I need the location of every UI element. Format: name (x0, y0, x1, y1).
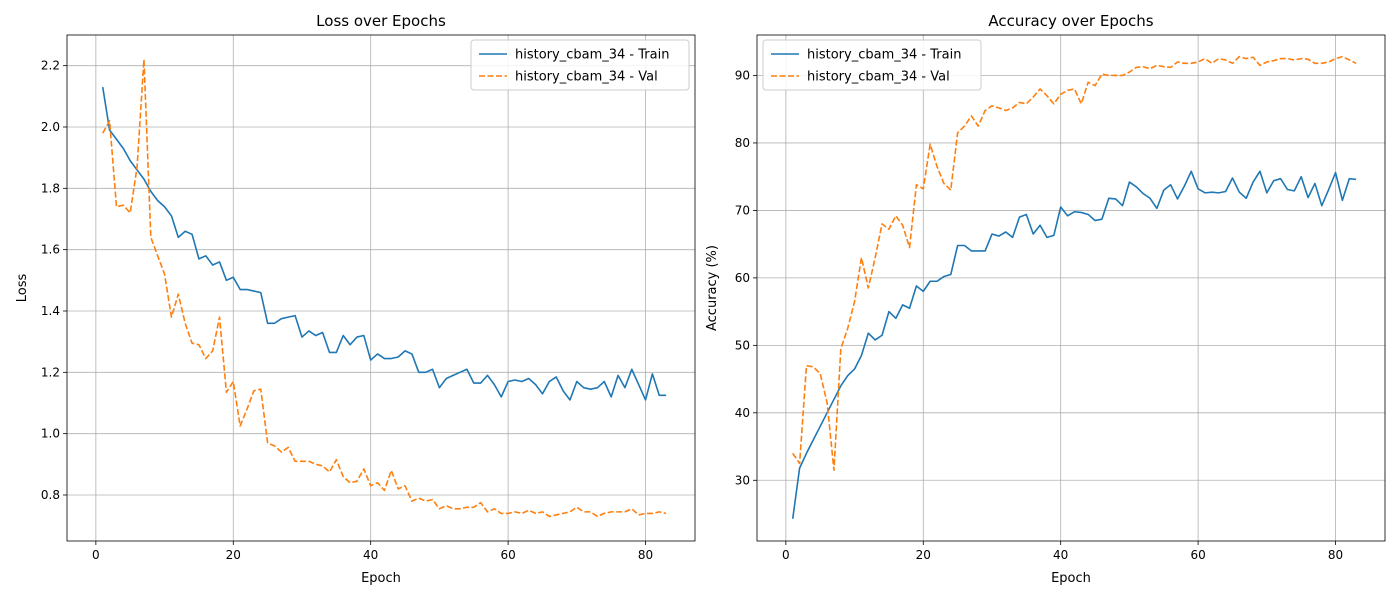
x-tick-label: 80 (638, 548, 653, 562)
chart-1: 0 20 40 60 80 0.8 1.0 1.2 1.4 1.6 1.8 2.0 2.2 Loss ov… (15, 12, 696, 586)
x-tick-label: 60 (500, 548, 515, 562)
y-tick-label: 60 (735, 271, 750, 285)
x-tick-label: 80 (1328, 548, 1343, 562)
plot-frame (756, 34, 1386, 542)
legend-label-val: history_cbam_34 - Val (807, 70, 950, 85)
series-line-train (101, 87, 667, 401)
y-axis-label: Loss (15, 274, 30, 303)
y-tick-label: 40 (735, 406, 750, 420)
y-tick-label: 80 (735, 136, 750, 150)
series-lines (101, 58, 667, 518)
legend-label-val: history_cbam_34 - Val (515, 70, 658, 85)
legend: history_cbam_34 - Train history_cbam_34 -… (762, 39, 982, 91)
x-tick-label: 20 (916, 548, 931, 562)
legend: history_cbam_34 - Train history_cbam_34 -… (470, 39, 690, 91)
y-tick-label: 1.4 (41, 304, 60, 318)
y-tick-label: 1.2 (41, 365, 60, 379)
x-tick-label: 40 (1053, 548, 1068, 562)
x-axis-label: Epoch (361, 571, 401, 586)
y-tick-label: 90 (735, 68, 750, 82)
legend-box (762, 39, 982, 91)
series-line-val (102, 58, 667, 518)
y-tick-label: 1.8 (41, 181, 60, 195)
x-tick-label: 40 (363, 548, 378, 562)
x-tick-label: 0 (92, 548, 100, 562)
x-tick-label: 60 (1190, 548, 1205, 562)
x-tick-label: 0 (782, 548, 790, 562)
legend-label-train: history_cbam_34 - Train (515, 48, 669, 63)
y-axis-label: Accuracy (%) (705, 245, 720, 331)
x-axis-label: Epoch (1051, 571, 1091, 586)
y-tick-label: 1.0 (41, 427, 60, 441)
series-lines (791, 55, 1357, 519)
plot-frame (66, 34, 696, 542)
chart-title: Loss over Epochs (316, 12, 446, 30)
y-tick-label: 1.6 (41, 243, 60, 257)
x-tick-label: 20 (226, 548, 241, 562)
series-line-train (791, 170, 1357, 519)
series-line-val (792, 55, 1357, 471)
y-tick-label: 70 (735, 203, 750, 217)
y-tick-label: 0.8 (41, 488, 60, 502)
y-tick-label: 30 (735, 473, 750, 487)
y-tick-label: 2.2 (41, 59, 60, 73)
y-tick-label: 50 (735, 338, 750, 352)
legend-box (470, 39, 690, 91)
legend-label-train: history_cbam_34 - Train (807, 48, 961, 63)
chart-2: 0 20 40 60 80 30 40 50 60 70 80 90 Accuracy over Epo… (705, 12, 1386, 586)
y-tick-label: 2.0 (41, 120, 60, 134)
chart-title: Accuracy over Epochs (988, 12, 1153, 30)
